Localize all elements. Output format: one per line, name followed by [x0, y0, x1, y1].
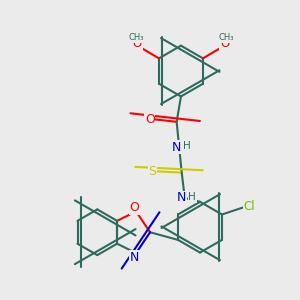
Text: CH₃: CH₃	[218, 33, 234, 42]
Text: N: N	[171, 141, 181, 154]
Text: O: O	[130, 201, 140, 214]
Text: N: N	[177, 191, 186, 205]
Text: H: H	[183, 141, 190, 151]
Text: CH₃: CH₃	[128, 33, 144, 42]
Text: O: O	[220, 37, 229, 50]
Text: Cl: Cl	[243, 200, 255, 213]
Text: O: O	[133, 37, 142, 50]
Text: N: N	[130, 250, 139, 264]
Text: H: H	[188, 192, 196, 202]
Text: O: O	[145, 113, 155, 126]
Text: S: S	[148, 165, 156, 178]
